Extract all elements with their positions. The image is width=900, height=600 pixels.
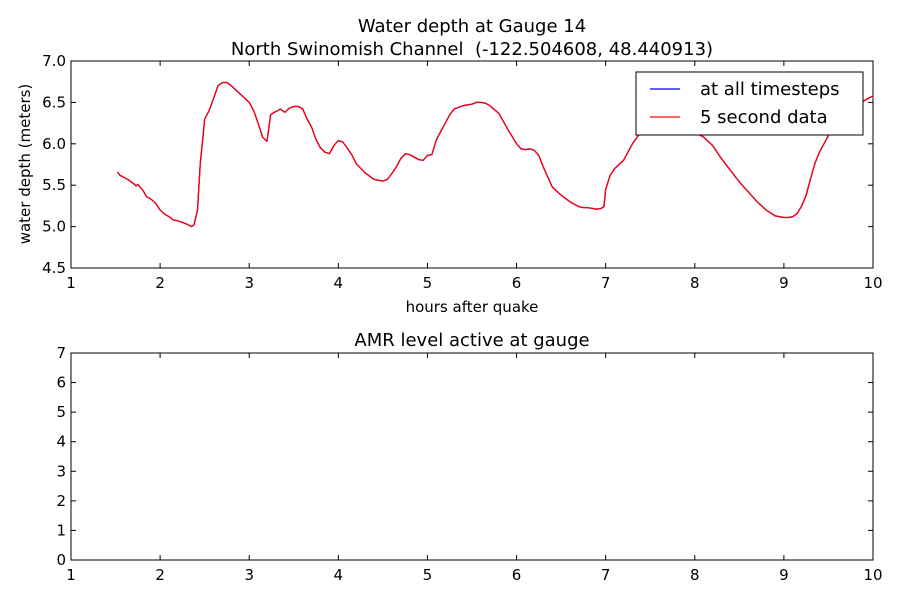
bottom-y-tick-label: 0 <box>56 551 66 569</box>
top-x-tick-label: 10 <box>863 274 882 292</box>
top-y-tick-label: 6.0 <box>42 135 66 153</box>
top-x-tick-label: 3 <box>244 274 254 292</box>
bottom-plot-area <box>70 352 874 561</box>
top-y-tick-label: 6.5 <box>42 93 66 111</box>
bottom-x-tick-label: 7 <box>601 566 611 584</box>
chart-subtitle: North Swinomish Channel (-122.504608, 48… <box>231 39 713 60</box>
bottom-x-tick-label: 8 <box>690 566 700 584</box>
legend: at all timesteps 5 second data <box>635 71 864 136</box>
top-x-tick-label: 5 <box>423 274 433 292</box>
bottom-chart-title: AMR level active at gauge <box>354 330 589 351</box>
top-y-tick-label: 4.5 <box>42 259 66 277</box>
top-x-tick-label: 1 <box>66 274 76 292</box>
top-y-tick-label: 7.0 <box>42 52 66 70</box>
top-series-lines <box>116 81 874 228</box>
top-y-tick-label: 5.5 <box>42 176 66 194</box>
top-y-axis-label: water depth (meters) <box>16 84 34 245</box>
legend-label-all-timesteps: at all timesteps <box>700 79 840 100</box>
legend-box <box>635 71 864 136</box>
bottom-x-tick-label: 4 <box>334 566 344 584</box>
bottom-y-tick-label: 7 <box>56 344 66 362</box>
bottom-x-tick-label: 9 <box>779 566 789 584</box>
bottom-y-tick-label: 5 <box>56 403 66 421</box>
series-line-5-second-data <box>116 81 874 228</box>
bottom-x-tick-label: 10 <box>863 566 882 584</box>
bottom-y-tick-label: 6 <box>56 374 66 392</box>
bottom-y-tick-label: 1 <box>56 521 66 539</box>
top-x-tick-label: 6 <box>512 274 522 292</box>
chart-title: Water depth at Gauge 14 <box>358 16 586 37</box>
top-x-tick-label: 7 <box>601 274 611 292</box>
bottom-x-tick-label: 2 <box>155 566 165 584</box>
top-x-tick-label: 2 <box>155 274 165 292</box>
bottom-x-tick-label: 1 <box>66 566 76 584</box>
top-x-axis-label: hours after quake <box>406 298 539 316</box>
legend-label-5-second-data: 5 second data <box>700 107 828 128</box>
bottom-y-tick-label: 4 <box>56 433 66 451</box>
bottom-y-tick-label: 3 <box>56 462 66 480</box>
bottom-x-tick-label: 3 <box>244 566 254 584</box>
bottom-x-tick-label: 6 <box>512 566 522 584</box>
bottom-y-tick-label: 2 <box>56 492 66 510</box>
top-y-tick-label: 5.0 <box>42 218 66 236</box>
top-x-tick-label: 9 <box>779 274 789 292</box>
top-x-tick-label: 8 <box>690 274 700 292</box>
top-x-tick-label: 4 <box>334 274 344 292</box>
top-axis-ticks: 1 2 3 4 5 6 7 8 9 10 4.5 5.0 5.5 6.0 6.5 7.0 <box>42 52 882 292</box>
bottom-x-tick-label: 5 <box>423 566 433 584</box>
